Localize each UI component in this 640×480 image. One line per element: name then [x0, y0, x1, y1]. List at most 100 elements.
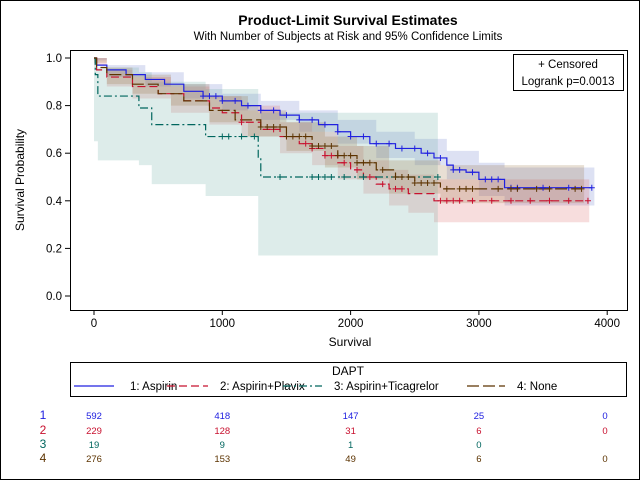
y-tick-label: 0.8	[46, 101, 62, 113]
censor-mark	[424, 150, 431, 157]
censor-mark	[463, 185, 470, 192]
censor-mark	[418, 179, 425, 186]
at-risk-row-label: 1	[40, 408, 47, 422]
censor-mark	[302, 140, 309, 147]
at-risk-value: 31	[345, 426, 356, 437]
censor-mark	[309, 143, 316, 150]
censor-mark	[507, 197, 514, 204]
x-tick-label: 4000	[594, 318, 620, 330]
at-risk-value: 25	[474, 411, 485, 422]
censor-mark	[244, 102, 251, 109]
at-risk-row-label: 3	[40, 437, 47, 451]
chart-subtitle: With Number of Subjects at Risk and 95% …	[194, 31, 503, 43]
censor-mark	[469, 169, 476, 176]
censor-mark	[341, 174, 348, 180]
legend-label-4: 4: None	[517, 381, 557, 393]
censor-mark	[456, 197, 463, 204]
survival-curve-1	[94, 57, 592, 189]
censor-mark	[450, 166, 457, 173]
at-risk-value: 0	[602, 411, 607, 422]
censor-mark	[405, 174, 412, 180]
censor-mark	[219, 133, 226, 140]
censor-mark	[309, 116, 316, 123]
censor-mark	[200, 93, 207, 100]
censor-mark	[257, 107, 264, 114]
legend-label-1: 1: Aspirin	[130, 381, 177, 393]
censor-mark	[238, 119, 245, 126]
censor-mark	[366, 159, 373, 166]
at-risk-value: 418	[214, 411, 230, 422]
censor-mark	[533, 185, 540, 192]
ci-band-3	[94, 58, 438, 256]
at-risk-value: 0	[602, 426, 607, 437]
censor-mark	[456, 166, 463, 173]
censor-mark	[347, 133, 354, 140]
legend: DAPT 1: Aspirin 2: Aspirin+Plavix 3: Aspir…	[70, 362, 627, 397]
censor-mark	[546, 185, 553, 192]
censor-mark	[565, 197, 572, 204]
censor-mark	[507, 185, 514, 192]
y-tick-label: 0.6	[46, 148, 62, 160]
ci-band-4	[94, 58, 585, 204]
censor-mark	[443, 185, 450, 192]
censor-mark	[398, 174, 405, 180]
censor-mark	[321, 174, 328, 180]
censor-mark	[328, 152, 335, 159]
axes: 0 1000 2000 3000 4000 0.0 0.2 0.4 0.6 0.8 1.0	[46, 53, 620, 330]
inset-box: + Censored Logrank p=0.0013	[513, 54, 624, 91]
censor-mark	[527, 197, 534, 204]
at-risk-value: 6	[476, 426, 481, 437]
at-risk-value: 0	[476, 440, 481, 451]
censor-mark	[495, 176, 502, 183]
censor-mark	[251, 133, 258, 140]
censor-mark	[289, 133, 296, 140]
censor-mark	[225, 133, 232, 140]
at-risk-value: 147	[343, 411, 359, 422]
censor-mark	[488, 176, 495, 183]
censor-mark	[379, 166, 386, 173]
censor-mark	[360, 174, 367, 180]
censor-mark	[257, 124, 264, 131]
censor-mark	[206, 93, 213, 100]
censor-mark	[309, 174, 316, 180]
legend-label-3: 3: Aspirin+Ticagrelor	[334, 381, 439, 393]
censor-mark	[456, 185, 463, 192]
censor-mark	[437, 154, 444, 161]
at-risk-value: 0	[602, 454, 607, 465]
censor-mark	[360, 133, 367, 140]
censor-mark	[514, 185, 521, 192]
censor-mark	[219, 97, 226, 104]
censor-mark	[379, 181, 386, 188]
censor-mark	[354, 159, 361, 166]
censor-mark	[588, 184, 595, 191]
censor-mark	[212, 93, 219, 100]
y-tick-label: 1.0	[46, 53, 62, 65]
x-tick-label: 0	[91, 318, 97, 330]
censor-mark	[540, 184, 547, 191]
censor-mark	[341, 159, 348, 166]
inset-border	[513, 54, 624, 91]
censor-mark	[437, 197, 444, 204]
at-risk-row-label: 2	[40, 423, 47, 437]
at-risk-value: 229	[86, 426, 102, 437]
censor-mark	[277, 124, 284, 131]
at-risk-table: 1 592 418 147 25 0 2 229 128 31 6 0 3 19 9 1 0 4 276 153 49 6…	[40, 408, 608, 465]
at-risk-value: 6	[476, 454, 481, 465]
censor-mark	[302, 133, 309, 140]
censor-mark	[578, 185, 585, 192]
censor-mark	[270, 124, 277, 131]
censor-mark	[584, 197, 591, 204]
censor-mark	[495, 185, 502, 192]
censor-mark	[321, 143, 328, 150]
censor-mark	[482, 176, 489, 183]
censor-mark	[341, 152, 348, 159]
at-risk-value: 592	[86, 411, 102, 422]
censor-mark	[430, 179, 437, 186]
y-tick-label: 0.4	[46, 196, 63, 208]
x-tick-label: 1000	[210, 318, 236, 330]
censor-mark	[264, 124, 271, 131]
censor-mark	[392, 185, 399, 192]
at-risk-value: 276	[86, 454, 102, 465]
